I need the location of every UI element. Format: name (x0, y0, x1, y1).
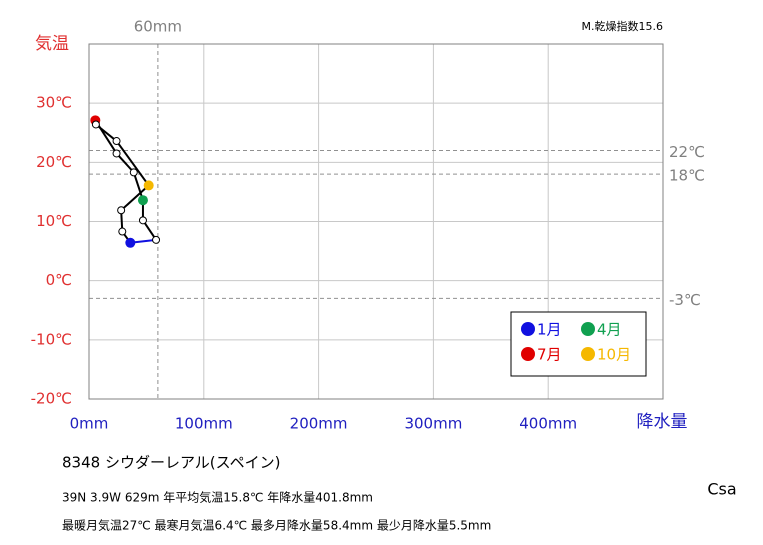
climate-line (120, 184, 150, 212)
reference-label: 22℃ (669, 143, 705, 161)
reference-label: 60mm (134, 18, 182, 36)
climate-line (115, 140, 150, 186)
legend-marker (521, 347, 535, 361)
x-axis-title: 降水量 (637, 412, 688, 432)
climate-class: Csa (707, 480, 736, 499)
month-point (129, 168, 138, 177)
y-tick-label: 20℃ (36, 153, 72, 171)
reference-label: 18℃ (669, 167, 705, 185)
x-tick-label: 400mm (519, 415, 577, 433)
month-point (112, 149, 121, 158)
month-point (152, 235, 161, 244)
month-point (112, 137, 121, 146)
month-point (118, 227, 127, 236)
month-point (137, 195, 148, 206)
x-tick-label: 300mm (404, 415, 462, 433)
legend-box (510, 311, 647, 377)
legend-label: 1月 (537, 321, 562, 339)
legend-label: 4月 (597, 321, 622, 339)
y-tick-label: 0℃ (46, 271, 72, 289)
month-point (91, 120, 100, 129)
plot-frame (88, 43, 664, 400)
legend-label: 10月 (597, 346, 631, 364)
climate-line (95, 123, 118, 142)
legend-label: 7月 (537, 346, 562, 364)
legend-marker (581, 322, 595, 336)
x-tick-label: 0mm (70, 415, 109, 433)
x-tick-label: 200mm (290, 415, 348, 433)
month-point (125, 237, 136, 248)
month-point (143, 180, 154, 191)
month-point (117, 206, 126, 215)
station-info: 最暖月気温27℃ 最寒月気温6.4℃ 最多月降水量58.4mm 最少月降水量5.… (62, 518, 491, 533)
legend-marker (581, 347, 595, 361)
station-title: 8348 シウダーレアル(スペイン) (62, 454, 280, 472)
y-axis-title: 気温 (35, 34, 69, 54)
y-tick-label: 10℃ (36, 212, 72, 230)
station-info: 39N 3.9W 629m 年平均気温15.8℃ 年降水量401.8mm (62, 490, 373, 505)
climate-line (115, 152, 135, 174)
y-tick-label: -10℃ (31, 330, 72, 348)
y-tick-label: -20℃ (31, 390, 72, 408)
month-point (138, 216, 147, 225)
y-tick-label: 30℃ (36, 94, 72, 112)
x-tick-label: 100mm (175, 415, 233, 433)
reference-label: -3℃ (669, 291, 701, 309)
dry-index: M.乾燥指数15.6 (582, 19, 663, 33)
legend-marker (521, 322, 535, 336)
